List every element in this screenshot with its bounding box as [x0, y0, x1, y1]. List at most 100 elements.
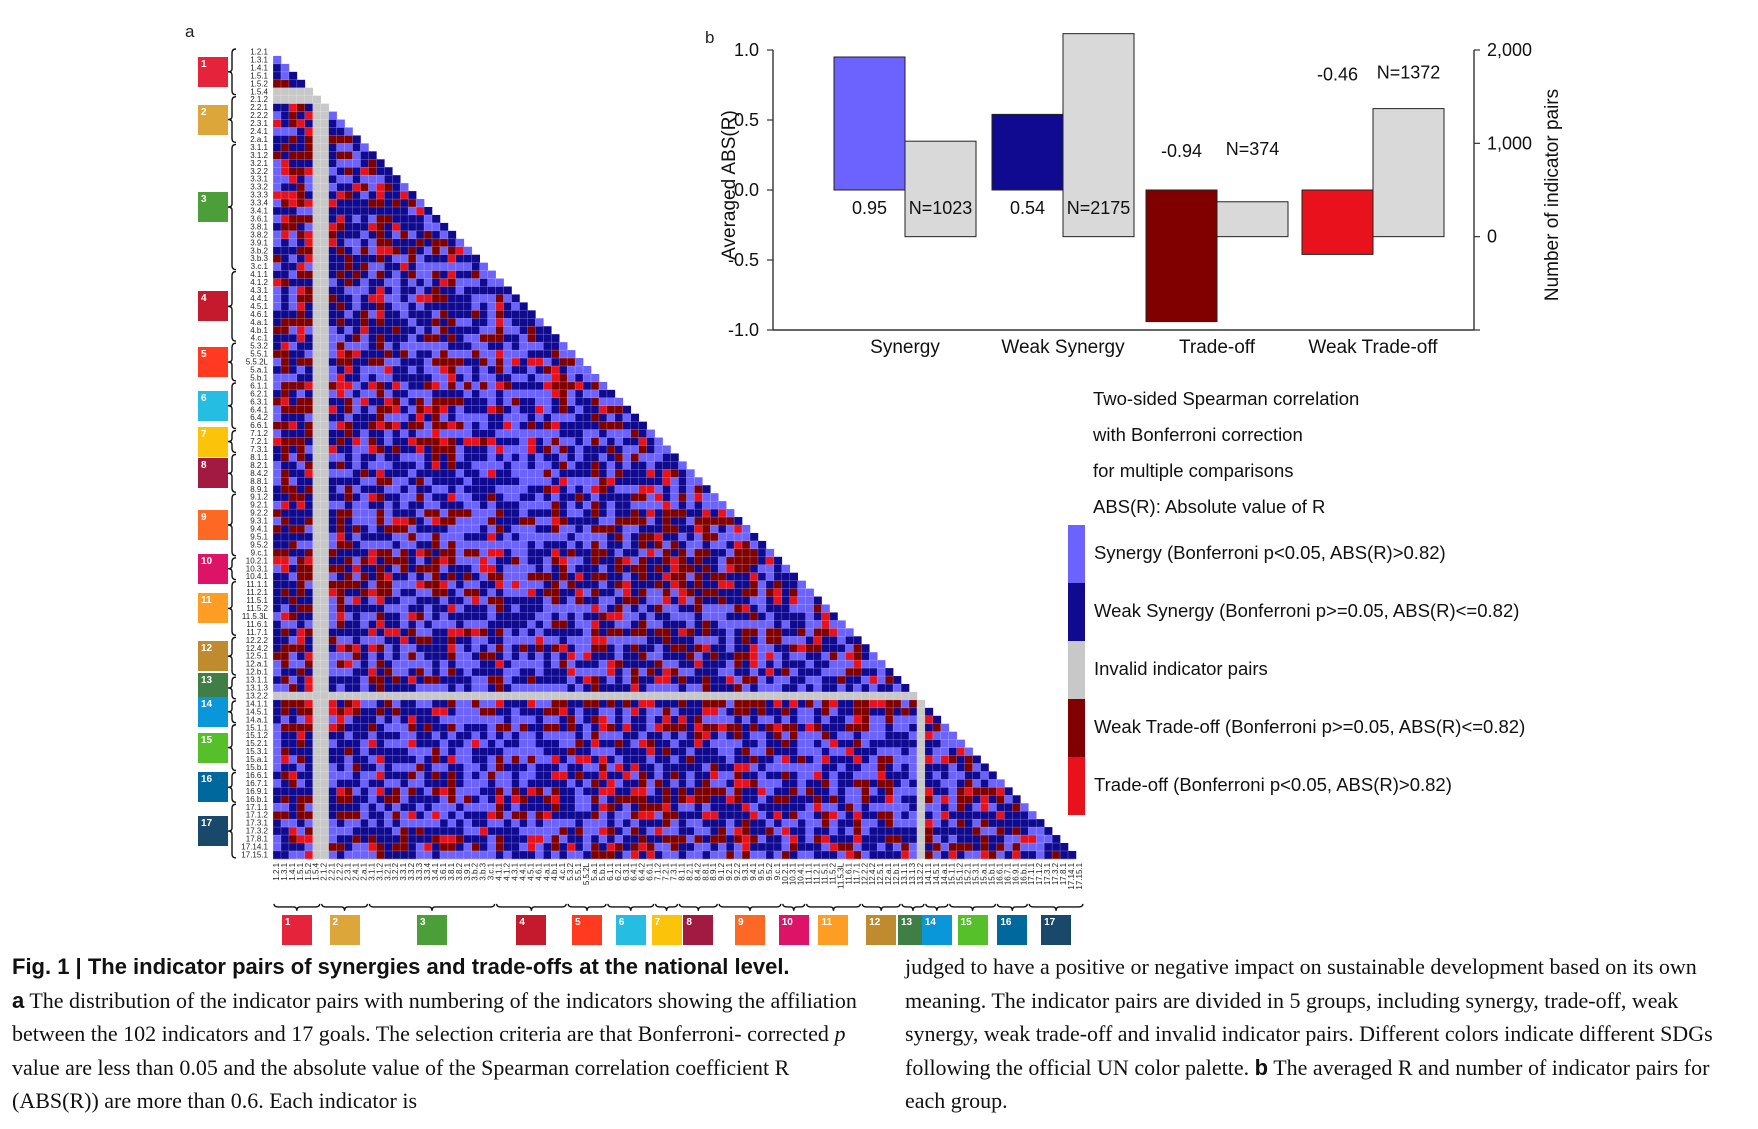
heatmap-cell — [686, 588, 695, 597]
heatmap-cell — [662, 604, 671, 613]
heatmap-cell — [1004, 795, 1013, 804]
heatmap-cell — [630, 707, 639, 717]
heatmap-cell — [336, 509, 345, 518]
heatmap-cell — [702, 676, 711, 685]
heatmap-cell — [734, 588, 743, 597]
heatmap-cell — [781, 604, 791, 613]
heatmap-cell — [273, 413, 282, 422]
heatmap-cell — [757, 620, 767, 629]
heatmap-cell — [288, 199, 298, 208]
heatmap-cell — [622, 564, 632, 573]
heatmap-cell — [400, 731, 409, 740]
heatmap-cell — [535, 445, 544, 454]
heatmap-cell — [344, 421, 353, 430]
heatmap-cell — [598, 445, 608, 454]
heatmap-cell — [368, 246, 377, 255]
heatmap-cell — [924, 835, 934, 844]
heatmap-cell — [376, 222, 385, 232]
heatmap-cell — [773, 699, 783, 709]
heatmap-cell — [416, 755, 425, 764]
heatmap-cell — [773, 636, 783, 645]
heatmap-cell — [352, 286, 361, 295]
heatmap-cell — [280, 437, 290, 446]
heatmap-cell — [400, 660, 409, 669]
heatmap-cell — [535, 509, 544, 518]
heatmap-cell — [424, 310, 433, 319]
heatmap-cell — [606, 755, 616, 764]
heatmap-cell — [567, 731, 576, 740]
heatmap-cell — [797, 707, 806, 717]
heatmap-cell — [598, 612, 608, 621]
heatmap-cell — [742, 827, 751, 836]
heatmap-cell — [543, 373, 552, 383]
heatmap-cell — [344, 135, 353, 144]
heatmap-cell — [670, 540, 679, 550]
heatmap-cell — [463, 302, 473, 311]
heatmap-cell — [344, 572, 353, 581]
heatmap-cell — [479, 723, 488, 732]
heatmap-cell — [559, 366, 568, 375]
heatmap-cell — [273, 723, 282, 732]
heatmap-cell — [551, 493, 560, 502]
heatmap-cell — [447, 572, 457, 581]
heatmap-cell — [718, 540, 727, 550]
heatmap-cell — [511, 381, 520, 391]
heatmap-cell — [400, 262, 409, 271]
heatmap-cell — [368, 191, 377, 200]
heatmap-cell — [273, 787, 282, 796]
heatmap-cell — [384, 501, 393, 510]
heatmap-cell — [893, 676, 902, 685]
heatmap-cell — [392, 731, 401, 740]
heatmap-cell — [312, 827, 321, 836]
heatmap-cell — [543, 453, 552, 462]
heatmap-cell — [328, 731, 337, 740]
heatmap-cell — [575, 668, 584, 677]
heatmap-cell — [328, 151, 337, 160]
heatmap-cell — [288, 262, 298, 271]
heatmap-cell — [742, 835, 751, 844]
heatmap-cell — [344, 596, 353, 605]
heatmap-cell — [463, 540, 473, 550]
heatmap-cell — [654, 453, 663, 462]
heatmap-cell — [773, 572, 783, 581]
heatmap-cell — [662, 644, 671, 653]
heatmap-cell — [813, 723, 822, 732]
heatmap-cell — [320, 827, 329, 836]
heatmap-cell — [280, 715, 290, 725]
heatmap-cell — [567, 366, 576, 375]
heatmap-cell — [535, 318, 544, 327]
heatmap-cell — [630, 676, 639, 685]
heatmap-cell — [511, 644, 520, 653]
heatmap-cell — [757, 636, 767, 645]
heatmap-cell — [416, 771, 425, 780]
heatmap-cell — [614, 636, 624, 645]
heatmap-cell — [432, 596, 441, 605]
heatmap-cell — [670, 509, 679, 518]
heatmap-cell — [877, 699, 886, 709]
heatmap-cell — [662, 628, 671, 637]
heatmap-cell — [368, 676, 377, 685]
heatmap-cell — [877, 739, 886, 748]
heatmap-cell — [932, 715, 942, 725]
heatmap-cell — [503, 811, 512, 820]
heatmap-cell — [765, 755, 775, 764]
heatmap-cell — [479, 493, 488, 502]
heatmap-cell — [376, 731, 385, 740]
heatmap-cell — [447, 580, 457, 589]
heatmap-cell — [320, 389, 329, 399]
heatmap-cell — [288, 636, 298, 645]
heatmap-cell — [503, 707, 512, 717]
heatmap-cell — [638, 580, 647, 589]
heatmap-cell — [439, 469, 449, 478]
heatmap-cell — [455, 843, 465, 852]
heatmap-cell — [750, 564, 759, 573]
heatmap-cell — [344, 771, 353, 780]
heatmap-cell — [384, 397, 393, 407]
heatmap-cell — [606, 660, 616, 669]
heatmap-cell — [288, 612, 298, 621]
heatmap-cell — [932, 763, 942, 772]
heatmap-cell — [598, 461, 608, 470]
heatmap-cell — [432, 262, 441, 271]
heatmap-cell — [591, 803, 600, 812]
heatmap-cell — [662, 747, 671, 756]
